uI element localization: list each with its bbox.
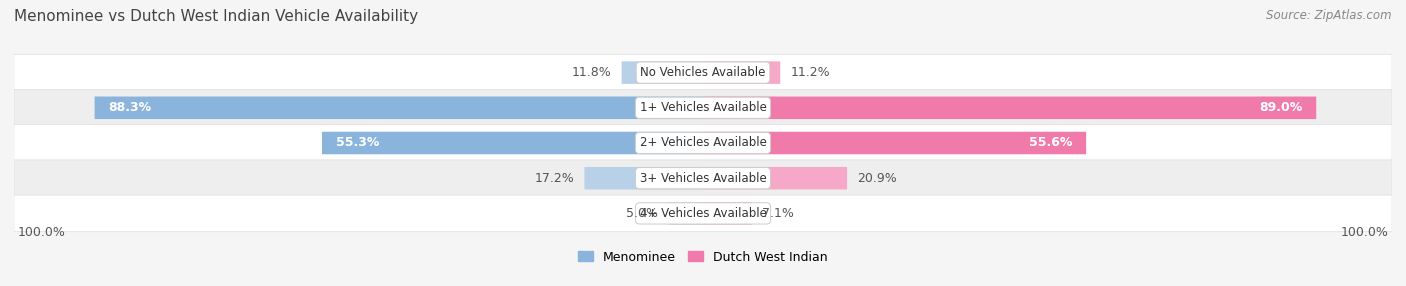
Text: 7.1%: 7.1% (762, 207, 794, 220)
FancyBboxPatch shape (14, 160, 1392, 196)
Text: 55.6%: 55.6% (1029, 136, 1073, 150)
Text: 100.0%: 100.0% (1340, 226, 1389, 239)
FancyBboxPatch shape (14, 90, 1392, 126)
Text: Source: ZipAtlas.com: Source: ZipAtlas.com (1267, 9, 1392, 21)
Text: 20.9%: 20.9% (858, 172, 897, 185)
FancyBboxPatch shape (703, 97, 1316, 119)
Text: 55.3%: 55.3% (336, 136, 380, 150)
FancyBboxPatch shape (14, 54, 1392, 91)
Text: 88.3%: 88.3% (108, 101, 152, 114)
Text: 11.2%: 11.2% (790, 66, 830, 79)
FancyBboxPatch shape (585, 167, 703, 189)
FancyBboxPatch shape (668, 202, 703, 225)
FancyBboxPatch shape (94, 97, 703, 119)
Text: 11.8%: 11.8% (572, 66, 612, 79)
FancyBboxPatch shape (703, 167, 846, 189)
Text: 4+ Vehicles Available: 4+ Vehicles Available (640, 207, 766, 220)
FancyBboxPatch shape (703, 202, 752, 225)
Legend: Menominee, Dutch West Indian: Menominee, Dutch West Indian (572, 246, 834, 269)
FancyBboxPatch shape (621, 61, 703, 84)
FancyBboxPatch shape (14, 195, 1392, 232)
Text: Menominee vs Dutch West Indian Vehicle Availability: Menominee vs Dutch West Indian Vehicle A… (14, 9, 418, 23)
Text: 1+ Vehicles Available: 1+ Vehicles Available (640, 101, 766, 114)
Text: No Vehicles Available: No Vehicles Available (640, 66, 766, 79)
FancyBboxPatch shape (14, 125, 1392, 161)
FancyBboxPatch shape (322, 132, 703, 154)
FancyBboxPatch shape (703, 61, 780, 84)
Text: 2+ Vehicles Available: 2+ Vehicles Available (640, 136, 766, 150)
Text: 3+ Vehicles Available: 3+ Vehicles Available (640, 172, 766, 185)
Text: 100.0%: 100.0% (17, 226, 66, 239)
Text: 5.0%: 5.0% (626, 207, 658, 220)
FancyBboxPatch shape (703, 132, 1085, 154)
Text: 17.2%: 17.2% (534, 172, 574, 185)
Text: 89.0%: 89.0% (1260, 101, 1302, 114)
